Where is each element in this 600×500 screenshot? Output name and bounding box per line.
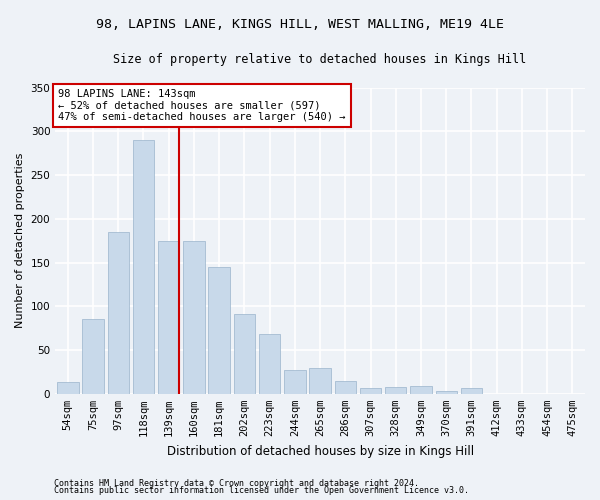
Bar [284, 370, 305, 394]
Bar [385, 387, 406, 394]
Bar [208, 267, 230, 394]
Bar [183, 240, 205, 394]
Bar [335, 380, 356, 394]
Text: Contains public sector information licensed under the Open Government Licence v3: Contains public sector information licen… [54, 486, 469, 495]
Bar [259, 334, 280, 394]
Text: 98 LAPINS LANE: 143sqm
← 52% of detached houses are smaller (597)
47% of semi-de: 98 LAPINS LANE: 143sqm ← 52% of detached… [58, 89, 346, 122]
Bar [133, 140, 154, 394]
Title: Size of property relative to detached houses in Kings Hill: Size of property relative to detached ho… [113, 52, 527, 66]
Bar [410, 386, 432, 394]
X-axis label: Distribution of detached houses by size in Kings Hill: Distribution of detached houses by size … [167, 444, 473, 458]
Bar [233, 314, 255, 394]
Bar [436, 391, 457, 394]
Bar [310, 368, 331, 394]
Y-axis label: Number of detached properties: Number of detached properties [15, 153, 25, 328]
Bar [461, 388, 482, 394]
Bar [57, 382, 79, 394]
Bar [107, 232, 129, 394]
Text: 98, LAPINS LANE, KINGS HILL, WEST MALLING, ME19 4LE: 98, LAPINS LANE, KINGS HILL, WEST MALLIN… [96, 18, 504, 30]
Bar [82, 320, 104, 394]
Bar [360, 388, 381, 394]
Text: Contains HM Land Registry data © Crown copyright and database right 2024.: Contains HM Land Registry data © Crown c… [54, 478, 419, 488]
Bar [158, 240, 179, 394]
